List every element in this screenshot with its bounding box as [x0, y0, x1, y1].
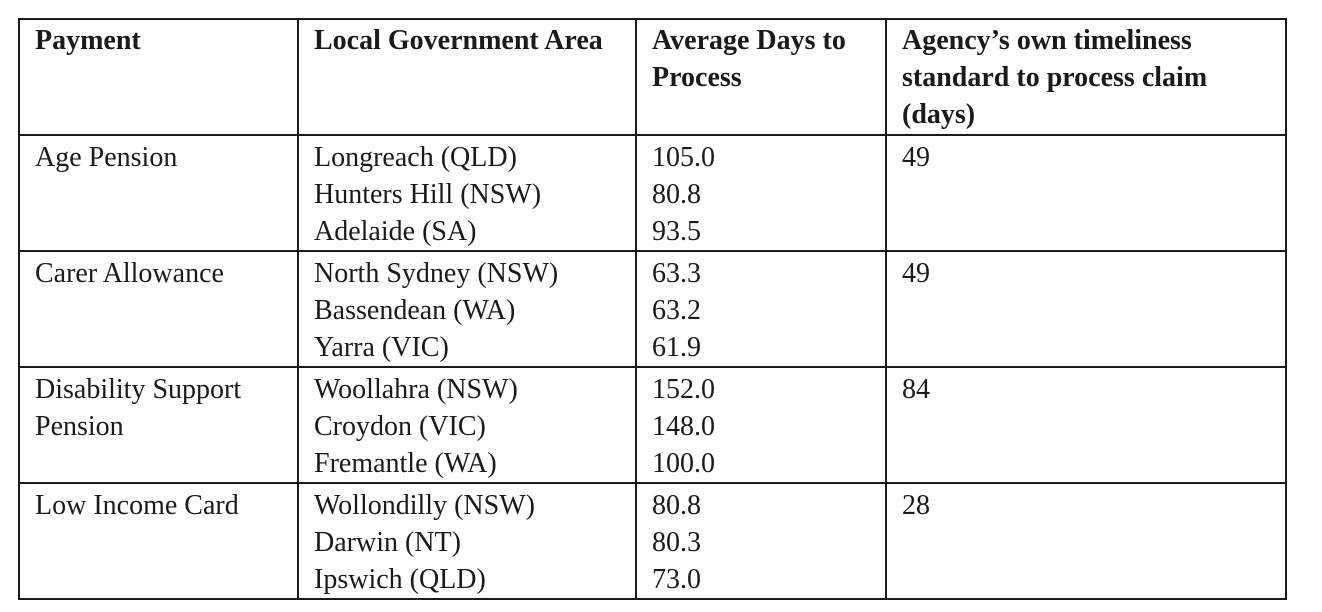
days-cell: 80.8 80.3 73.0 [635, 482, 887, 600]
days-cell: 63.3 63.2 61.9 [635, 250, 887, 368]
area-cell: Longreach (QLD) Hunters Hill (NSW) Adela… [297, 134, 637, 252]
header-local-government-area: Local Government Area [297, 18, 637, 136]
days-value: 152.0 [652, 374, 715, 405]
processing-times-table: Payment Local Government Area Average Da… [18, 18, 1287, 600]
payment-cell: Carer Allowance [18, 250, 299, 368]
days-value: 63.2 [652, 295, 701, 326]
days-value: 100.0 [652, 448, 715, 479]
days-value: 80.8 [652, 179, 701, 210]
days-cell: 105.0 80.8 93.5 [635, 134, 887, 252]
area-name: Hunters Hill (NSW) [314, 179, 542, 210]
table-row: Age Pension Longreach (QLD) Hunters Hill… [18, 134, 1287, 252]
table-row: Carer Allowance North Sydney (NSW) Basse… [18, 250, 1287, 368]
area-name: Yarra (VIC) [314, 332, 449, 363]
days-cell: 152.0 148.0 100.0 [635, 366, 887, 484]
area-cell: North Sydney (NSW) Bassendean (WA) Yarra… [297, 250, 637, 368]
area-name: Croydon (VIC) [314, 411, 486, 442]
payment-cell: Low Income Card [18, 482, 299, 600]
standard-cell: 49 [885, 250, 1287, 368]
area-name: Fremantle (WA) [314, 448, 497, 479]
area-cell: Wollondilly (NSW) Darwin (NT) Ipswich (Q… [297, 482, 637, 600]
days-value: 80.3 [652, 527, 701, 558]
table-row: Low Income Card Wollondilly (NSW) Darwin… [18, 482, 1287, 600]
table-row: Disability Support Pension Woollahra (NS… [18, 366, 1287, 484]
area-name: Bassendean (WA) [314, 295, 516, 326]
days-value: 73.0 [652, 564, 701, 595]
days-value: 63.3 [652, 258, 701, 289]
days-value: 105.0 [652, 142, 715, 173]
area-name: Wollondilly (NSW) [314, 490, 535, 521]
days-value: 80.8 [652, 490, 701, 521]
days-value: 148.0 [652, 411, 715, 442]
header-average-days: Average Days to Process [635, 18, 887, 136]
days-value: 61.9 [652, 332, 701, 363]
area-cell: Woollahra (NSW) Croydon (VIC) Fremantle … [297, 366, 637, 484]
payment-cell: Age Pension [18, 134, 299, 252]
area-name: Darwin (NT) [314, 527, 461, 558]
standard-cell: 49 [885, 134, 1287, 252]
standard-cell: 28 [885, 482, 1287, 600]
area-name: North Sydney (NSW) [314, 258, 559, 289]
area-name: Woollahra (NSW) [314, 374, 518, 405]
area-name: Adelaide (SA) [314, 216, 477, 247]
standard-cell: 84 [885, 366, 1287, 484]
header-timeliness-standard: Agency’s own timeliness standard to proc… [885, 18, 1287, 136]
area-name: Ipswich (QLD) [314, 564, 486, 595]
payment-cell: Disability Support Pension [18, 366, 299, 484]
days-value: 93.5 [652, 216, 701, 247]
area-name: Longreach (QLD) [314, 142, 517, 173]
header-payment: Payment [18, 18, 299, 136]
header-row: Payment Local Government Area Average Da… [18, 18, 1287, 136]
